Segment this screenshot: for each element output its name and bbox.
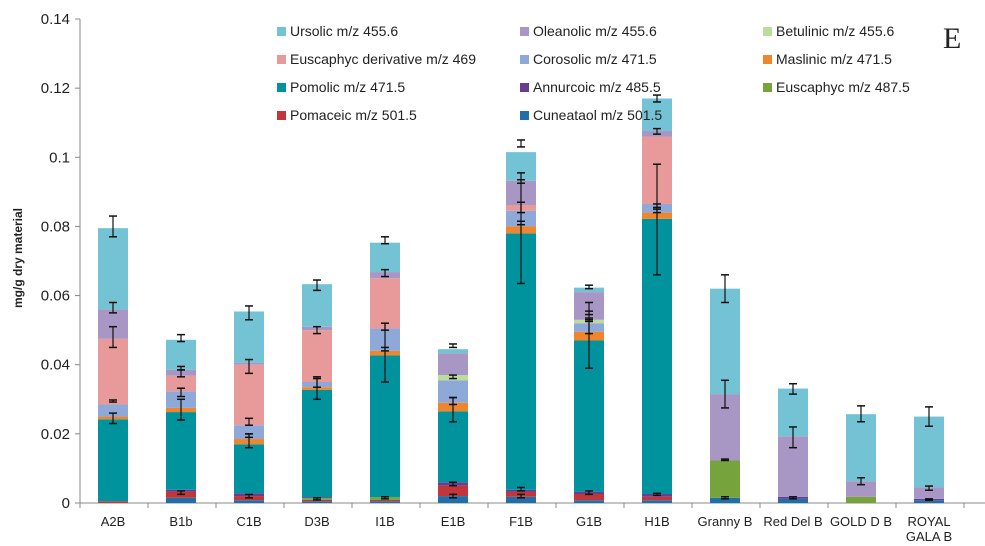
bar-segment [574, 287, 604, 293]
bar-segment [302, 501, 332, 503]
legend-swatch [520, 83, 529, 92]
legend-label: Euscaphyc m/z 487.5 [776, 79, 910, 95]
y-tick-label: 0 [62, 495, 70, 512]
bar-segment [302, 330, 332, 382]
bar-segment [166, 412, 196, 490]
legend-swatch [520, 111, 529, 120]
x-category-label: D3B [304, 514, 329, 529]
bar-segment [710, 288, 740, 395]
y-tick-label: 0.08 [41, 218, 70, 235]
x-category-label: C1B [236, 514, 261, 529]
legend-swatch [520, 55, 529, 64]
bar-segment [846, 414, 876, 482]
legend-label: Ursolic m/z 455.6 [290, 23, 398, 39]
y-tick-label: 0.02 [41, 426, 70, 443]
legend-swatch [520, 27, 529, 36]
bar-segment [642, 98, 672, 132]
bar-segment [370, 242, 400, 273]
bar-segment [846, 496, 876, 503]
bar-segment [642, 500, 672, 503]
bar-segment [370, 499, 400, 502]
legend-swatch [277, 27, 286, 36]
y-tick-label: 0.12 [41, 80, 70, 97]
y-tick-label: 0.06 [41, 288, 70, 305]
legend: Ursolic m/z 455.6 Oleanolic m/z 455.6 Betu… [277, 23, 910, 123]
bar-segment [506, 496, 536, 503]
bar-segment [574, 500, 604, 503]
bar-segment [846, 481, 876, 497]
legend-label: Cuneataol m/z 501.5 [533, 107, 662, 123]
x-category-label: E1B [441, 514, 466, 529]
x-category-label: A2B [101, 514, 126, 529]
legend-label: Euscaphyc derivative m/z 469 [290, 51, 476, 67]
bar-segment [914, 500, 944, 503]
bar-segment [438, 485, 468, 497]
bar-segment [438, 353, 468, 376]
bar-segment [642, 496, 672, 501]
bar-segment [234, 500, 264, 503]
x-category-label: G1B [576, 514, 602, 529]
bar-segment [914, 487, 944, 499]
bar-segment [914, 416, 944, 488]
panel-label: E [943, 22, 961, 55]
legend-swatch [277, 55, 286, 64]
bar-segment [166, 375, 196, 392]
bar-segment [234, 364, 264, 426]
legend-label: Pomolic m/z 471.5 [290, 79, 405, 95]
bar-segment [710, 460, 740, 498]
bar-segment [302, 284, 332, 327]
legend-label: Maslinic m/z 471.5 [776, 51, 892, 67]
bar-segment [710, 497, 740, 503]
bars-layer [98, 98, 944, 503]
bar-segment [438, 496, 468, 503]
legend-swatch [277, 83, 286, 92]
y-tick-label: 0.04 [41, 357, 70, 374]
bar-segment [98, 404, 128, 417]
x-category-label: I1B [375, 514, 395, 529]
axes-layer [75, 18, 985, 508]
bar-segment [98, 419, 128, 502]
error-bars-layer [109, 94, 933, 501]
bar-segment [166, 497, 196, 503]
bar-segment [438, 380, 468, 403]
legend-label: Corosolic m/z 471.5 [533, 51, 657, 67]
legend-swatch [763, 27, 772, 36]
labels-layer: 0 0.02 0.04 0.06 0.08 0.1 0.12 0.14 A2B B1b C1B D3B… [41, 11, 952, 544]
bar-segment [438, 411, 468, 483]
x-category-label: H1B [644, 514, 669, 529]
legend-swatch [763, 55, 772, 64]
x-category-label: GOLD D B [830, 514, 892, 529]
legend-label: Annurcoic m/z 485.5 [533, 79, 661, 95]
y-axis-title: mg/g dry material [11, 208, 25, 308]
x-category-label: Granny B [698, 514, 753, 529]
bar-segment [302, 389, 332, 498]
legend-label: Pomaceic m/z 501.5 [290, 107, 417, 123]
legend-swatch [763, 83, 772, 92]
bar-segment [234, 444, 264, 494]
bar-segment [438, 349, 468, 354]
bar-segment [778, 498, 808, 503]
bar-segment [370, 278, 400, 329]
bar-segment [370, 501, 400, 503]
x-category-label: F1B [509, 514, 533, 529]
bar-segment [166, 339, 196, 370]
legend-label: Betulinic m/z 455.6 [776, 23, 894, 39]
bar-segment [98, 501, 128, 503]
bar-segment [98, 228, 128, 310]
y-tick-label: 0.1 [49, 149, 70, 166]
bar-segment [574, 494, 604, 501]
bar-segment [98, 338, 128, 405]
bar-segment [234, 425, 264, 440]
x-category-label: ROYAL GALA B [906, 514, 952, 541]
legend-label: Oleanolic m/z 455.6 [533, 23, 657, 39]
y-tick-label: 0.14 [41, 11, 70, 28]
x-category-label: Red Del B [763, 514, 822, 529]
x-category-label: B1b [169, 514, 192, 529]
legend-swatch [277, 111, 286, 120]
